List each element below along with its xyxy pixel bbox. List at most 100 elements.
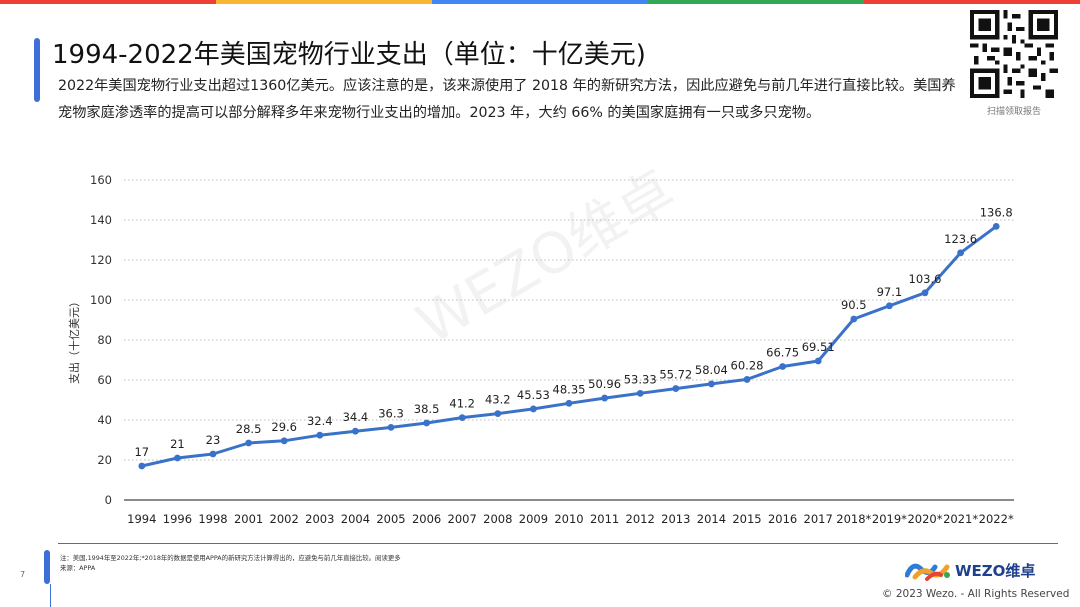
data-point: [779, 363, 786, 370]
data-point: [387, 424, 395, 431]
x-tick-label: 2007: [448, 512, 477, 526]
x-tick-label: 2015: [732, 512, 761, 526]
x-tick-label: 2016: [768, 512, 797, 526]
footnote: 注：美国,1994年至2022年;*2018年的数据是使用APPA的新研究方法计…: [60, 553, 660, 573]
line-chart: 0 20 40 60 80 100 120 140 160 1994 1996 1998 2001 200…: [67, 173, 1014, 526]
footer-accent-bar: [44, 550, 50, 584]
x-tick-label: 2014: [697, 512, 726, 526]
data-point: [565, 399, 573, 407]
data-point: [209, 450, 217, 458]
data-point: [957, 249, 964, 257]
x-tick-label: 2010: [554, 512, 583, 526]
x-tick-label: 2008: [483, 512, 512, 526]
x-tick-label: 2022*: [979, 512, 1014, 526]
data-label: 69.51: [802, 340, 835, 354]
data-label: 17: [134, 445, 149, 459]
x-tick-label: 1998: [198, 512, 227, 526]
data-point: [814, 357, 822, 365]
data-point: [138, 462, 146, 470]
data-label: 21: [170, 437, 185, 451]
footnote-note: 注：美国,1994年至2022年;*2018年的数据是使用APPA的新研究方法计…: [60, 554, 401, 562]
x-tick-label: 2006: [412, 512, 441, 526]
data-point: [280, 437, 288, 445]
data-point: [601, 394, 608, 402]
y-tick-label: 40: [97, 413, 112, 427]
x-tick-label: 2011: [590, 512, 619, 526]
data-label: 28.5: [236, 422, 262, 436]
data-point: [530, 405, 537, 413]
x-tick-label: 2019*: [872, 512, 907, 526]
data-point: [352, 427, 359, 435]
data-point: [992, 223, 1000, 230]
x-tick-label: 2017: [804, 512, 833, 526]
x-tick-label: 2002: [270, 512, 299, 526]
data-point: [886, 302, 893, 310]
top-bar-red-2: [864, 0, 1080, 4]
y-tick-label: 140: [90, 213, 112, 227]
top-color-bar: [0, 0, 1080, 4]
page-title: 1994-2022年美国宠物行业支出（单位：十亿美元): [52, 40, 646, 70]
data-label: 58.04: [695, 363, 728, 377]
top-bar-green: [648, 0, 864, 4]
wezo-logo-icon: [905, 563, 950, 581]
data-point: [458, 414, 466, 421]
data-label: 41.2: [449, 397, 475, 411]
y-axis-title: 支出（十亿美元）: [67, 296, 81, 384]
x-tick-label: 2020*: [907, 512, 942, 526]
data-label: 36.3: [378, 406, 404, 420]
data-label: 48.35: [553, 382, 586, 396]
x-tick-label: 2005: [376, 512, 405, 526]
x-tick-label: 2012: [626, 512, 655, 526]
data-label: 53.33: [624, 372, 657, 386]
qr-caption: 扫描领取报告: [986, 107, 1041, 117]
x-tick-label: 2009: [519, 512, 548, 526]
data-label: 90.5: [841, 298, 867, 312]
data-label: 97.1: [877, 285, 903, 299]
data-point: [708, 380, 715, 388]
y-tick-label: 100: [90, 293, 112, 307]
x-tick-label: 1994: [127, 512, 156, 526]
footer-divider: [58, 543, 1058, 544]
data-point: [743, 376, 751, 383]
description-text: 2022年美国宠物行业支出超过1360亿美元。应该注意的是，该来源使用了 201…: [58, 78, 956, 121]
y-tick-label: 0: [105, 493, 112, 507]
data-label: 103.6: [909, 272, 942, 286]
data-label: 45.53: [517, 388, 550, 402]
top-bar-yellow: [216, 0, 432, 4]
x-tick-label: 2018*: [836, 512, 871, 526]
data-label: 32.4: [307, 414, 333, 428]
data-label: 66.75: [766, 346, 799, 360]
data-point: [636, 389, 644, 397]
x-tick-label: 1996: [163, 512, 192, 526]
data-label: 60.28: [731, 358, 764, 372]
x-tick-label: 2003: [305, 512, 334, 526]
footer-vertical-line: [50, 584, 51, 607]
data-label: 43.2: [485, 393, 511, 407]
top-bar-red: [0, 0, 216, 4]
y-tick-label: 20: [97, 453, 112, 467]
y-tick-label: 160: [90, 173, 112, 187]
copyright: © 2023 Wezo. - All Rights Reserved: [882, 588, 1070, 600]
y-tick-label: 80: [97, 333, 112, 347]
data-label: 29.6: [271, 420, 297, 434]
top-bar-blue: [432, 0, 648, 4]
data-label: 55.72: [659, 368, 692, 382]
x-tick-label: 2013: [661, 512, 690, 526]
wezo-logo-text: WEZO维卓: [955, 561, 1036, 580]
data-point: [672, 385, 680, 392]
title-accent-bar: [34, 38, 40, 102]
data-label: 38.5: [414, 402, 440, 416]
data-point: [494, 410, 502, 417]
y-tick-label: 60: [97, 373, 112, 387]
qr-code-icon[interactable]: [970, 10, 1058, 98]
data-point: [174, 454, 181, 462]
data-point: [921, 289, 929, 297]
data-label: 136.8: [980, 205, 1013, 219]
x-tick-label: 2021*: [943, 512, 978, 526]
data-label: 34.4: [343, 410, 369, 424]
data-point: [245, 439, 253, 447]
footnote-source: 来源：APPA: [60, 564, 96, 572]
data-point: [423, 419, 430, 427]
wezo-logo[interactable]: WEZO维卓: [905, 559, 1035, 581]
y-tick-label: 120: [90, 253, 112, 267]
